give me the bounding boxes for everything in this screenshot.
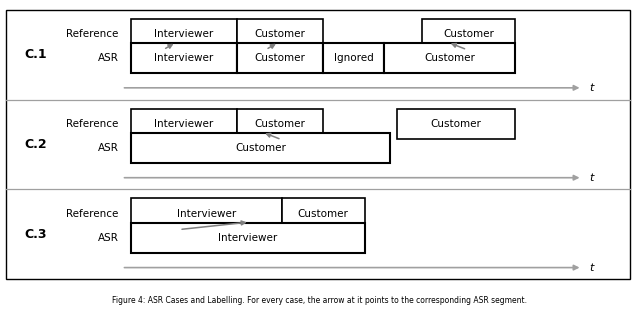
Text: Interviewer: Interviewer	[154, 119, 214, 129]
Bar	[384, 43, 515, 74]
Text: Reference: Reference	[66, 119, 118, 129]
Text: t: t	[589, 173, 593, 183]
Bar	[323, 43, 384, 74]
Bar	[131, 43, 237, 74]
Text: ASR: ASR	[97, 143, 118, 153]
Text: C.3: C.3	[24, 228, 47, 241]
Text: Customer: Customer	[431, 119, 481, 129]
Bar	[131, 133, 390, 163]
Bar	[422, 19, 515, 49]
Text: ASR: ASR	[97, 53, 118, 63]
Text: C.1: C.1	[24, 48, 47, 61]
Text: Customer: Customer	[298, 209, 349, 219]
Text: t: t	[589, 83, 593, 93]
Text: Interviewer: Interviewer	[218, 233, 278, 243]
Text: Figure 4: ASR Cases and Labelling. For every case, the arrow at it points to the: Figure 4: ASR Cases and Labelling. For e…	[113, 296, 527, 305]
Text: Reference: Reference	[66, 29, 118, 39]
Bar	[131, 19, 237, 49]
Bar	[6, 10, 630, 279]
Text: Customer: Customer	[424, 53, 475, 63]
Text: Customer: Customer	[255, 29, 305, 39]
Text: Reference: Reference	[66, 209, 118, 219]
Bar	[131, 198, 282, 229]
Text: Customer: Customer	[444, 29, 494, 39]
Bar	[237, 108, 323, 139]
Text: C.2: C.2	[24, 138, 47, 151]
Text: Customer: Customer	[255, 53, 305, 63]
Text: Customer: Customer	[236, 143, 286, 153]
Bar	[237, 43, 323, 74]
Text: Interviewer: Interviewer	[177, 209, 236, 219]
Bar	[237, 19, 323, 49]
Text: Ignored: Ignored	[333, 53, 374, 63]
Bar	[131, 108, 237, 139]
Text: Customer: Customer	[255, 119, 305, 129]
Text: Interviewer: Interviewer	[154, 29, 214, 39]
Text: t: t	[589, 263, 593, 273]
Text: Interviewer: Interviewer	[154, 53, 214, 63]
Bar	[397, 108, 515, 139]
Bar	[282, 198, 365, 229]
Bar	[131, 223, 365, 253]
Text: ASR: ASR	[97, 233, 118, 243]
